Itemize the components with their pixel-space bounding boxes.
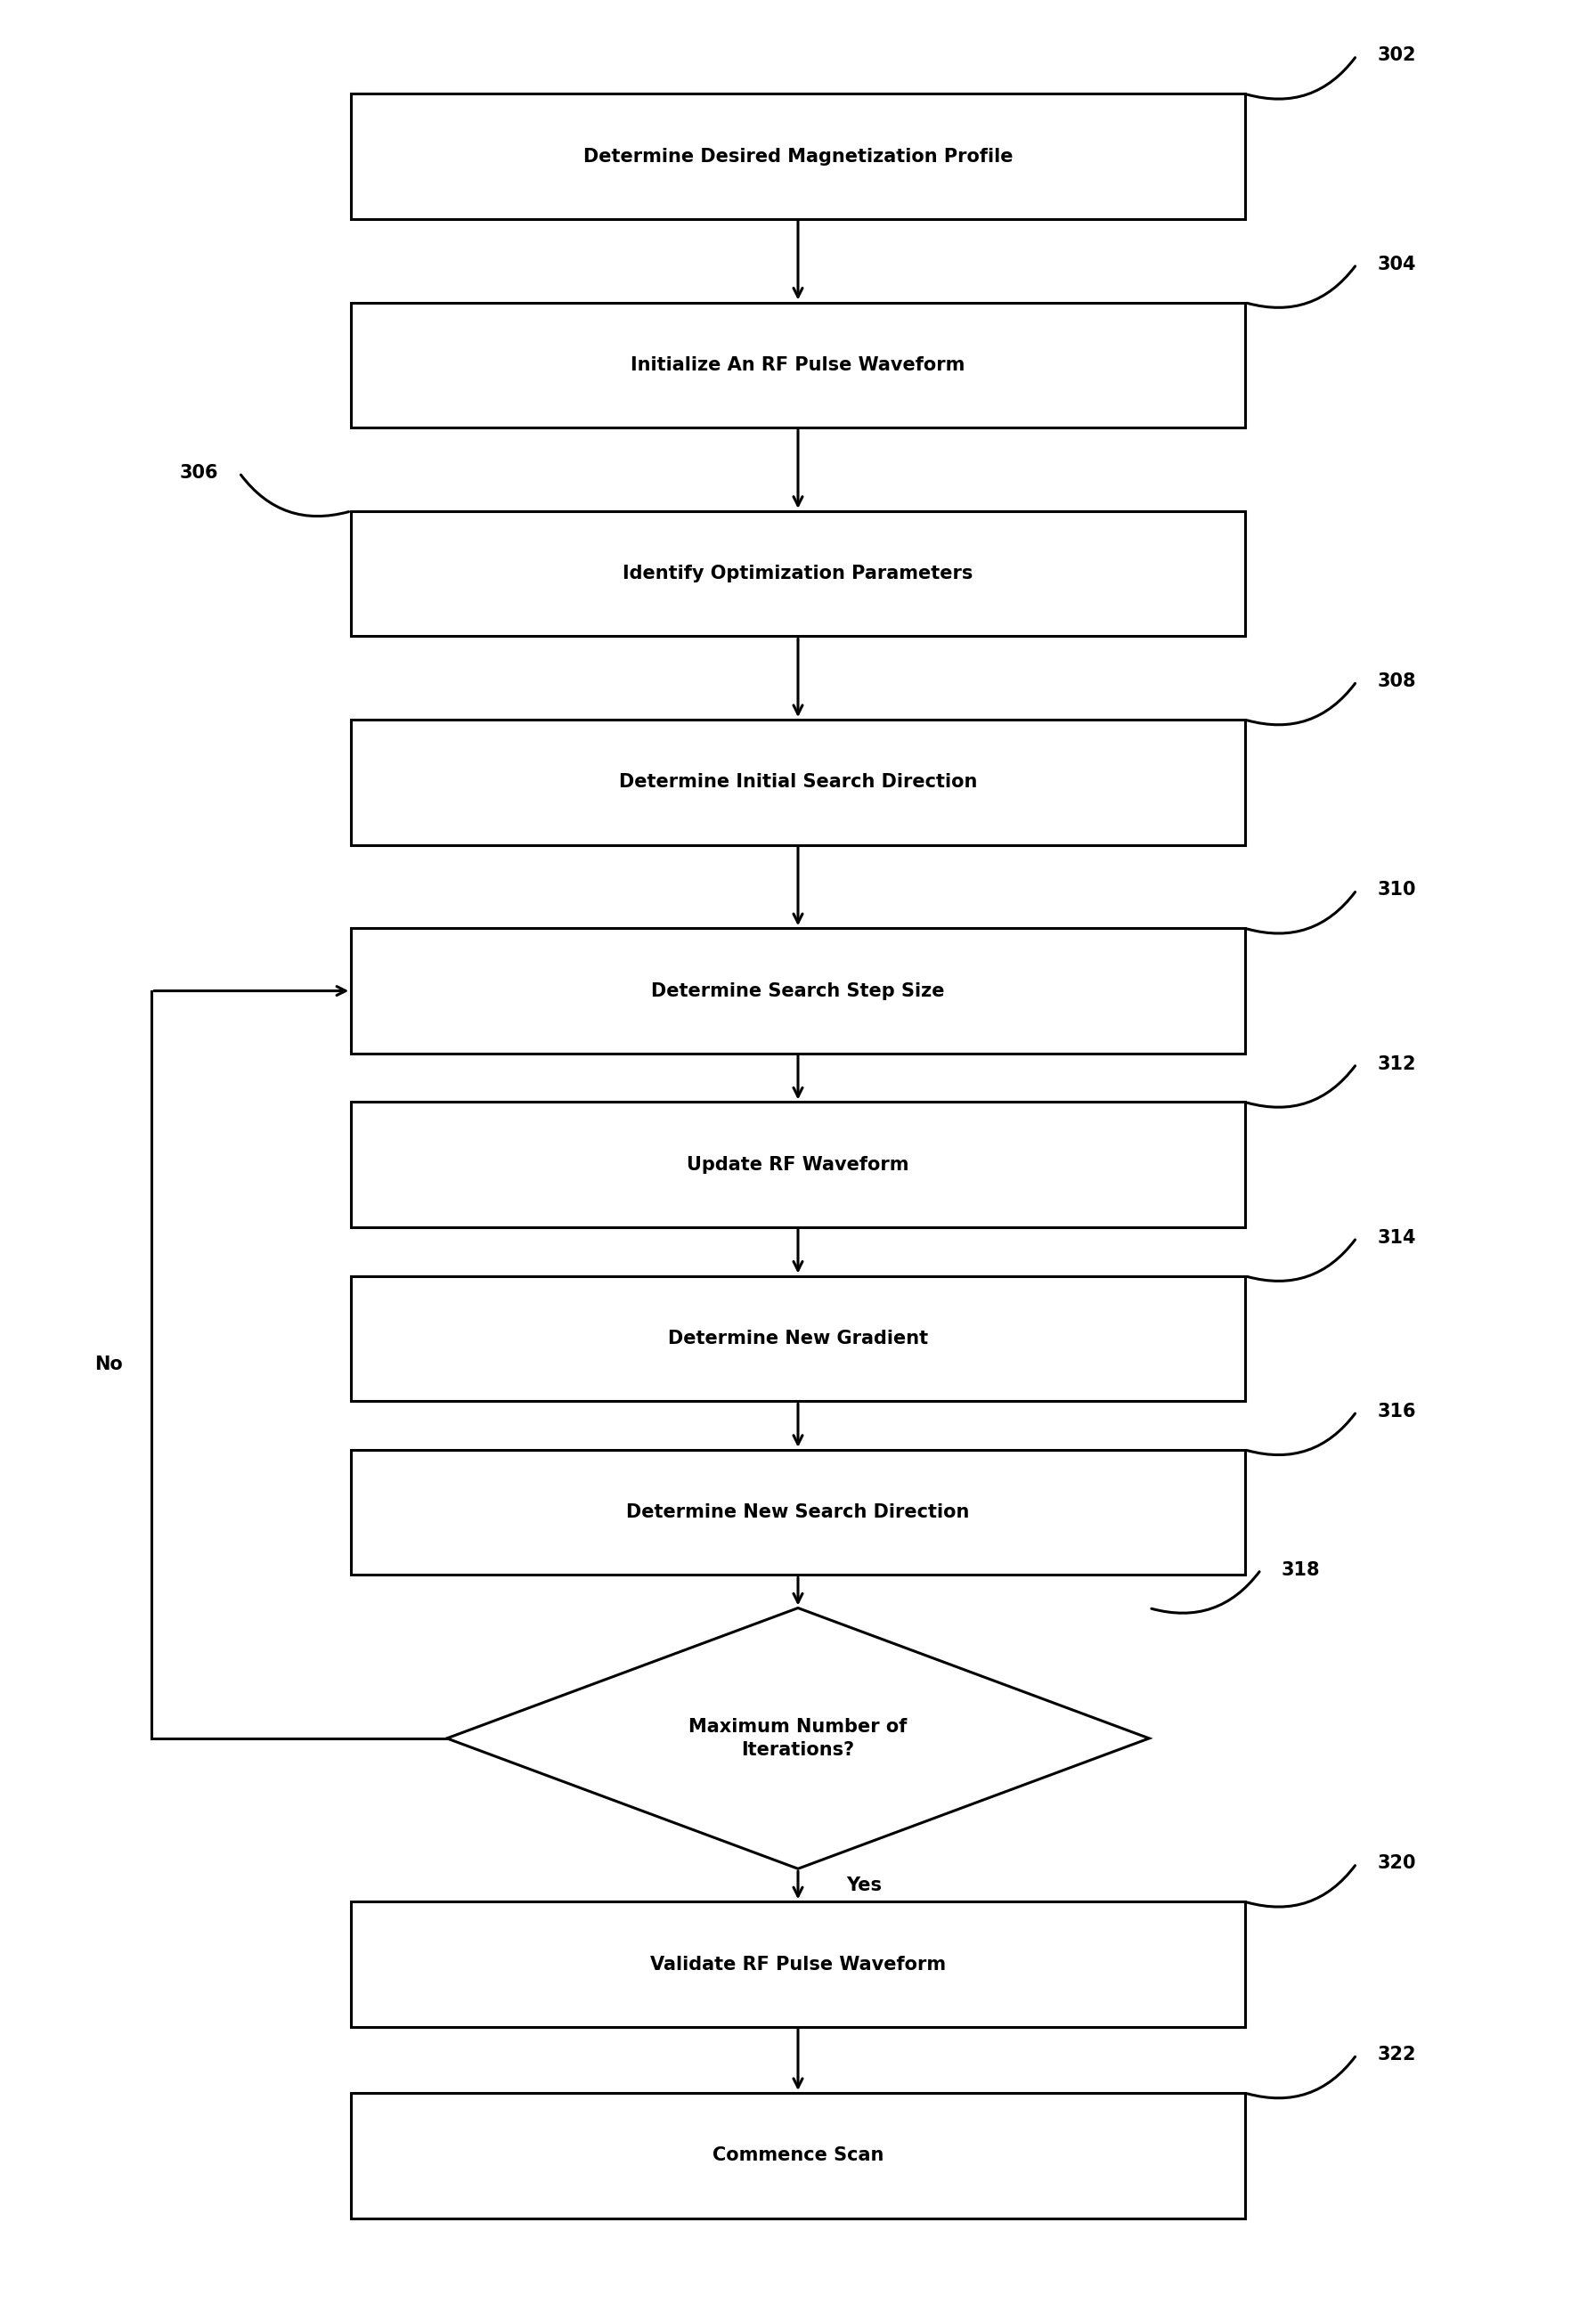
Text: Yes: Yes [846, 1877, 881, 1894]
FancyBboxPatch shape [351, 1903, 1245, 2028]
FancyBboxPatch shape [351, 1450, 1245, 1574]
Text: Identify Optimization Parameters: Identify Optimization Parameters [622, 564, 974, 583]
FancyBboxPatch shape [351, 2092, 1245, 2217]
FancyBboxPatch shape [351, 95, 1245, 220]
FancyBboxPatch shape [351, 1103, 1245, 1228]
Text: Determine New Gradient: Determine New Gradient [667, 1329, 929, 1348]
Text: 316: 316 [1377, 1403, 1416, 1420]
FancyBboxPatch shape [351, 929, 1245, 1054]
Text: 302: 302 [1377, 46, 1416, 65]
Text: Initialize An RF Pulse Waveform: Initialize An RF Pulse Waveform [630, 356, 966, 375]
FancyBboxPatch shape [351, 303, 1245, 428]
Text: Determine Initial Search Direction: Determine Initial Search Direction [619, 772, 977, 791]
FancyBboxPatch shape [351, 719, 1245, 844]
Text: 314: 314 [1377, 1228, 1416, 1246]
Text: 318: 318 [1282, 1561, 1320, 1579]
Text: 308: 308 [1377, 673, 1416, 691]
Text: Determine New Search Direction: Determine New Search Direction [626, 1503, 970, 1521]
Polygon shape [447, 1607, 1149, 1868]
Text: Determine Search Step Size: Determine Search Step Size [651, 983, 945, 999]
Text: 320: 320 [1377, 1854, 1416, 1873]
Text: Validate RF Pulse Waveform: Validate RF Pulse Waveform [650, 1956, 946, 1972]
Text: 322: 322 [1377, 2046, 1416, 2065]
FancyBboxPatch shape [351, 511, 1245, 636]
Text: 312: 312 [1377, 1054, 1416, 1073]
Text: No: No [94, 1355, 123, 1373]
Text: 304: 304 [1377, 254, 1416, 273]
Text: Update RF Waveform: Update RF Waveform [686, 1156, 910, 1174]
Text: Maximum Number of
Iterations?: Maximum Number of Iterations? [689, 1718, 907, 1759]
Text: Commence Scan: Commence Scan [712, 2146, 884, 2164]
FancyBboxPatch shape [351, 1276, 1245, 1401]
Text: Determine Desired Magnetization Profile: Determine Desired Magnetization Profile [583, 148, 1013, 166]
Text: 310: 310 [1377, 881, 1416, 899]
Text: 306: 306 [180, 465, 219, 481]
